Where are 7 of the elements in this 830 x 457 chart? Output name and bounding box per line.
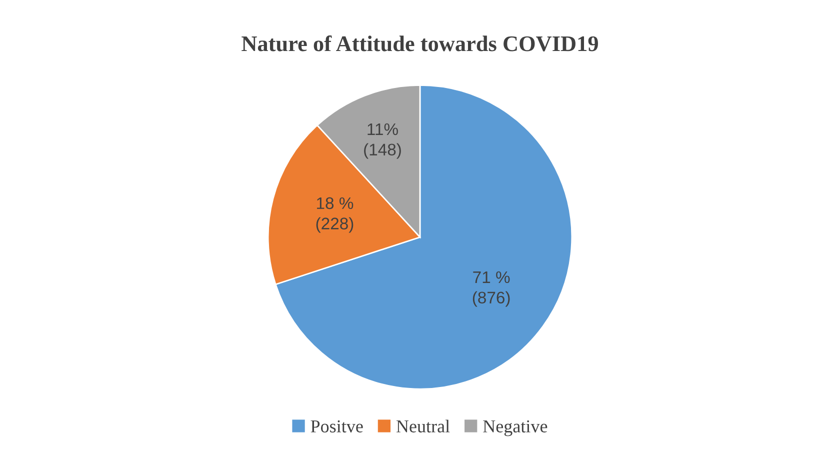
data-label: 71 % (876) [472, 271, 510, 307]
chart-title: Nature of Attitude towards COVID19 [242, 35, 598, 52]
data-label: 11% (148) [364, 123, 401, 159]
legend-label: Neutral [396, 420, 450, 432]
data-label: 18 % (228) [316, 197, 354, 233]
legend-label: Negative [483, 420, 548, 436]
legend-label: Positve [310, 420, 363, 432]
